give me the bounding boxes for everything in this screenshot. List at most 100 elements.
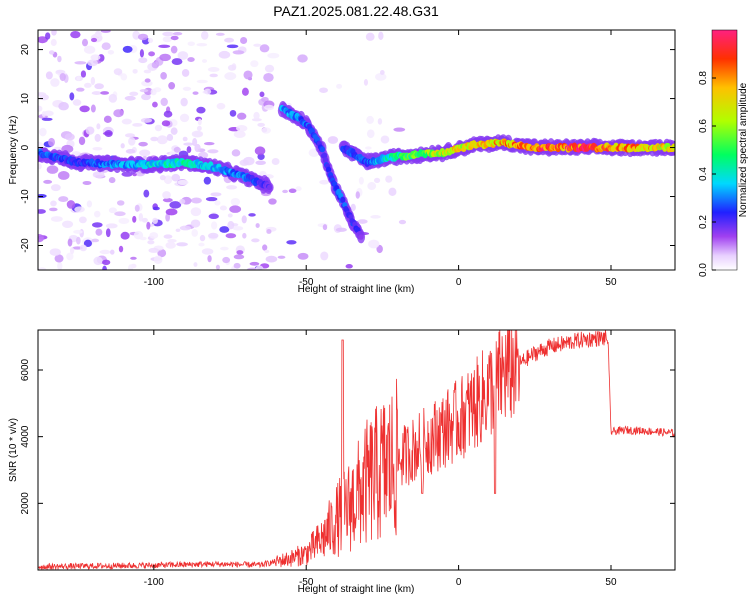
spectrogram-noise-blob	[124, 133, 135, 138]
spectrogram-noise-blob	[100, 91, 110, 95]
spectrogram-noise-blob	[218, 50, 231, 59]
spectrogram-noise-blob	[355, 191, 360, 199]
spectrogram-noise-blob	[261, 127, 271, 134]
spectrogram-noise-blob	[113, 68, 123, 76]
spectrogram-noise-blob	[215, 32, 225, 36]
spectrogram-noise-blob	[41, 117, 53, 121]
spectrogram-noise-blob	[103, 115, 112, 123]
spectrogram-noise-blob	[84, 82, 92, 88]
spectrogram-noise-blob	[205, 196, 218, 202]
spectrogram-noise-blob	[187, 41, 196, 47]
spectrogram-noise-blob	[74, 206, 85, 213]
spectrogram-noise-blob	[282, 189, 289, 194]
spectrogram-noise-blob	[162, 198, 173, 203]
spectrogram-noise-blob	[109, 249, 115, 255]
spectrogram-noise-blob	[182, 136, 188, 142]
spectrogram-noise-blob	[264, 104, 275, 111]
spectrogram-noise-blob	[288, 188, 297, 194]
spectrogram-noise-blob	[170, 45, 178, 54]
spectrogram-noise-blob	[243, 156, 255, 166]
spectrogram-noise-blob	[86, 200, 93, 208]
spectrogram-noise-blob	[322, 224, 328, 231]
spectrogram-noise-blob	[67, 238, 73, 247]
spectrogram-noise-blob	[90, 76, 96, 86]
spectrogram-noise-blob	[78, 136, 86, 146]
spectrogram-noise-blob	[147, 37, 154, 44]
spectrogram-noise-blob	[50, 38, 57, 46]
spectrogram-noise-blob	[104, 130, 113, 138]
spectrogram-noise-blob	[207, 66, 220, 72]
spectrogram-ridge-3	[338, 134, 675, 171]
spectrogram-noise-blob	[196, 125, 202, 131]
spectrogram-noise-blob	[58, 196, 69, 203]
spectrogram-noise-blob	[161, 120, 171, 127]
spectrogram-noise-blob	[201, 248, 214, 255]
spectrogram-noise-blob	[159, 53, 171, 62]
spectrogram-noise-blob	[204, 88, 212, 95]
spectrogram-noise-blob	[171, 173, 181, 182]
spectrogram-noise-blob	[94, 133, 101, 142]
snr-x-tick-label: -100	[144, 577, 164, 588]
spectrogram-noise-blob	[253, 111, 260, 120]
spectrogram-noise-blob	[72, 99, 82, 106]
spectrogram-noise-blob	[194, 143, 201, 153]
spectrogram-ridge-2	[277, 101, 366, 244]
spectrogram-noise-blob	[197, 118, 202, 126]
spectrogram-noise-blob	[138, 57, 148, 64]
spectrogram-noise-blob	[393, 127, 406, 132]
spectrogram-noise-blob	[148, 247, 160, 253]
snr-y-tick-label: 6000	[20, 358, 31, 381]
spectrogram-noise-blob	[139, 89, 149, 93]
spectrogram-noise-blob	[138, 212, 144, 222]
spectrogram-noise-blob	[179, 113, 190, 123]
spectrogram-noise-blob	[69, 247, 75, 255]
spectrogram-noise-blob	[336, 83, 343, 89]
spectrogram-noise-blob	[170, 127, 178, 135]
snr-y-axis-label: SNR (10 * v/v)	[8, 418, 19, 482]
spectrogram-noise-blob	[379, 70, 385, 75]
spectrogram-noise-blob	[50, 216, 63, 222]
spectrogram-noise-blob	[165, 213, 171, 222]
spectrogram-noise-blob	[160, 72, 167, 80]
spectrogram-noise-blob	[150, 88, 157, 96]
spectrogram-noise-blob	[231, 149, 241, 157]
spectrogram-noise-blob	[78, 216, 87, 224]
spectrogram-noise-blob	[152, 101, 158, 108]
spectrogram-noise-blob	[139, 236, 147, 241]
spectrogram-noise-blob	[38, 163, 42, 170]
spectrogram-noise-blob	[85, 126, 95, 135]
spectrogram-noise-blob	[134, 204, 140, 212]
spectrogram-noise-blob	[121, 118, 132, 125]
spectrogram-noise-blob	[118, 217, 130, 225]
spectrogram-noise-blob	[227, 221, 235, 230]
spectrogram-noise-blob	[83, 45, 96, 54]
spectrogram-noise-blob	[162, 31, 175, 37]
spectrogram-noise-blob	[57, 171, 70, 180]
spectrogram-noise-blob	[265, 255, 278, 263]
spectrogram-noise-blob	[297, 54, 308, 63]
spectrogram-noise-blob	[365, 32, 375, 41]
spectrogram-noise-blob	[121, 171, 133, 177]
spectrogram-noise-blob	[230, 197, 241, 206]
spectrogram-noise-blob	[99, 249, 111, 255]
spectrogram-noise-blob	[54, 254, 64, 263]
spectrogram-noise-blob	[297, 252, 309, 260]
spectrogram-noise-blob	[57, 55, 62, 63]
spectrogram-noise-blob	[259, 172, 265, 177]
spectrogram-noise-blob	[70, 30, 81, 39]
spectrogram-noise-blob	[190, 207, 202, 217]
spectrogram-noise-blob	[242, 232, 247, 239]
spectrogram-noise-blob	[38, 105, 43, 112]
spectrogram-noise-blob	[378, 31, 384, 41]
spectrogram-noise-blob	[75, 236, 81, 245]
spectrogram-x-tick-label: 50	[605, 277, 617, 288]
spectrogram-noise-blob	[166, 133, 174, 142]
spectrogram-noise-blob	[96, 123, 101, 130]
spectrogram-noise-blob	[120, 231, 130, 240]
spectrogram-noise-blob	[79, 105, 90, 113]
colorbar-tick-label: 0.6	[698, 119, 709, 133]
spectrogram-noise-blob	[120, 143, 125, 149]
spectrogram-noise-blob	[160, 97, 168, 107]
spectrogram-noise-blob	[211, 221, 218, 230]
spectrogram-noise-blob	[140, 117, 153, 123]
